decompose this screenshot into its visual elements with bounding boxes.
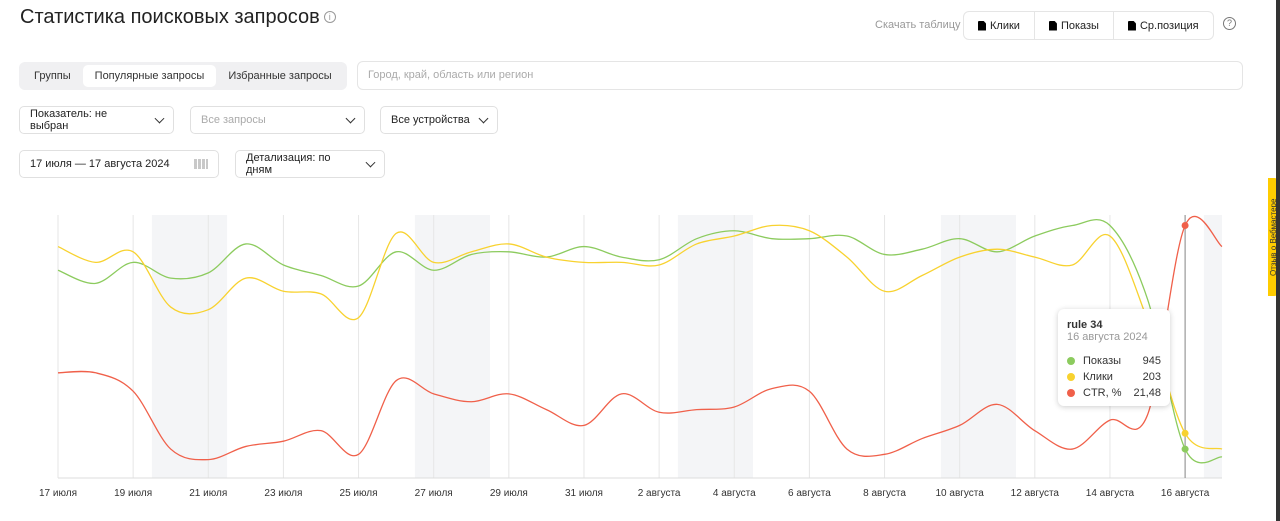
file-icon [978,20,986,31]
label: Клики [990,19,1020,32]
tooltip-row-clicks: Клики 203 [1067,369,1161,385]
tab-favorites[interactable]: Избранные запросы [228,70,332,82]
series-line-показы [57,219,1223,464]
weekend-band [1203,215,1222,478]
queries-select[interactable]: Все запросы [190,106,365,134]
x-tick-label: 19 июля [114,488,152,499]
chart-tooltip: rule 34 16 августа 2024 Показы 945 Клики 2… [1058,309,1170,406]
x-tick-label: 10 августа [936,488,985,499]
help-icon[interactable]: ? [1223,17,1236,30]
chevron-down-icon [478,113,489,123]
x-tick-label: 8 августа [863,488,906,499]
tooltip-date: 16 августа 2024 [1067,331,1148,343]
calendar-icon [194,159,208,169]
x-tick-label: 25 июля [340,488,378,499]
label: Все устройства [391,114,470,126]
file-icon [1048,20,1057,31]
label: Ср.позиция [1139,19,1199,32]
file-icon [1127,20,1136,31]
legend-dot [1067,373,1075,381]
x-tick-label: 27 июля [415,488,453,499]
label: Показатель: не выбран [30,108,108,132]
tab-popular[interactable]: Популярные запросы [82,65,217,87]
chevron-down-icon [365,157,376,167]
weekend-band [940,215,1017,478]
x-tick-label: 21 июля [189,488,227,499]
weekend-band [414,215,491,478]
page-title: Статистика поисковых запросов i [20,6,336,29]
hover-point [1181,445,1189,453]
hover-point [1181,429,1189,437]
tooltip-row-ctr: CTR, % 21,48 [1067,385,1161,401]
weekend-band [151,215,228,478]
chevron-down-icon [345,113,356,123]
legend-dot [1067,389,1075,397]
x-tick-label: 6 августа [788,488,831,499]
hover-point [1181,222,1189,230]
tooltip-title: rule 34 [1067,319,1103,331]
x-tick-label: 2 августа [638,488,681,499]
label: 17 июля — 17 августа 2024 [30,158,170,170]
series-line-ctr [57,215,1223,461]
download-buttons: Клики Показы Ср.позиция [963,11,1214,40]
label: Показы [1083,355,1122,367]
x-tick-label: 23 июля [264,488,302,499]
value: 203 [1142,371,1161,383]
side-panel-edge [1276,0,1280,521]
label: CTR, % [1083,387,1122,399]
tabs: Группы Популярные запросы Избранные запр… [19,62,347,90]
x-tick-label: 12 августа [1011,488,1060,499]
tooltip-row-shows: Показы 945 [1067,353,1161,369]
download-label: Скачать таблицу [875,19,961,31]
download-clicks-button[interactable]: Клики [964,12,1035,39]
indicator-select[interactable]: Показатель: не выбран [19,106,174,134]
page-title-text: Статистика поисковых запросов [20,6,320,28]
label: Показы [1060,19,1099,32]
x-tick-label: 4 августа [713,488,756,499]
download-shows-button[interactable]: Показы [1035,12,1114,39]
tab-groups[interactable]: Группы [34,70,71,82]
x-tick-label: 29 июля [490,488,528,499]
x-tick-label: 16 августа [1161,488,1210,499]
detail-select[interactable]: Детализация: по дням [235,150,385,178]
devices-select[interactable]: Все устройства [380,106,498,134]
series-line-клики [57,224,1223,450]
label: Клики [1083,371,1113,383]
value: 21,48 [1133,387,1161,399]
chevron-down-icon [154,113,165,123]
legend-dot [1067,357,1075,365]
label: Все запросы [201,114,266,126]
weekend-band [677,215,754,478]
x-tick-label: 14 августа [1086,488,1135,499]
date-range-picker[interactable]: 17 июля — 17 августа 2024 [19,150,219,178]
value: 945 [1142,355,1161,367]
region-input[interactable]: Город, край, область или регион [357,61,1243,90]
download-position-button[interactable]: Ср.позиция [1114,12,1213,39]
info-icon[interactable]: i [323,11,336,23]
x-tick-label: 17 июля [39,488,77,499]
x-tick-label: 31 июля [565,488,603,499]
label: Детализация: по дням [246,152,331,176]
